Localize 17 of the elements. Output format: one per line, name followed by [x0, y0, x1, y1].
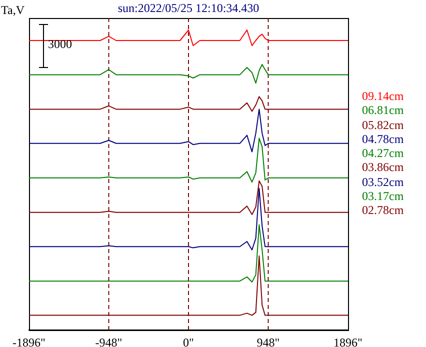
y-axis-title: Ta,V — [1, 3, 24, 18]
text: 03.17cm — [362, 189, 404, 204]
x-tick-label: -1896" — [12, 335, 46, 347]
chart-title: sun:2022/05/25 12:10:34.430 — [116, 1, 260, 16]
x-tick-label: 948" — [256, 335, 280, 347]
text: 03.86cm — [362, 160, 404, 175]
series-label: 05.82cm — [362, 118, 404, 132]
x-tick-label: 1896" — [334, 335, 363, 347]
series-label: 04.27cm — [362, 146, 404, 160]
text: 09.14cm — [362, 89, 404, 104]
series-label: 04.78cm — [362, 132, 404, 146]
annotation: 3000 — [48, 37, 72, 52]
text: 03.52cm — [362, 174, 404, 190]
text: 06.81cm — [362, 103, 404, 118]
x-tick-label: 0" — [183, 335, 194, 347]
x-tick-label: -948" — [95, 335, 122, 347]
text: 02.78cm — [362, 203, 404, 218]
